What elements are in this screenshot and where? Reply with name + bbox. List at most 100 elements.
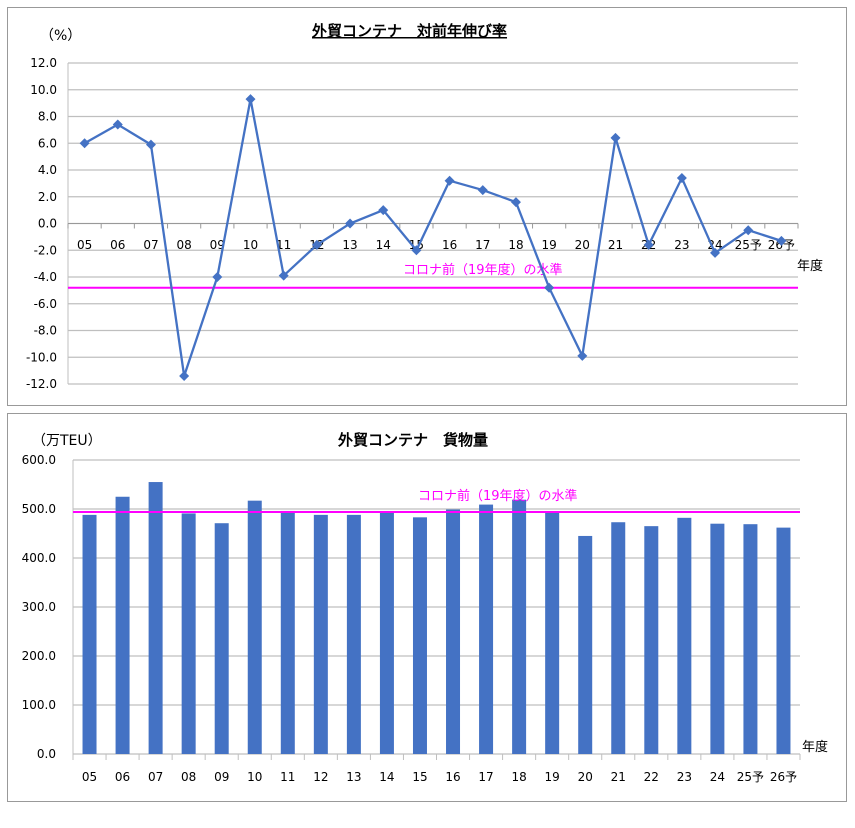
bar-13 <box>346 514 361 754</box>
reference-line-label: コロナ前（19年度）の水準 <box>403 262 563 278</box>
x-tick-label: 23 <box>674 238 689 252</box>
y-tick-label: 300.0 <box>22 600 56 614</box>
x-tick-label: 17 <box>478 770 493 784</box>
y-axis-unit: （%） <box>40 28 81 44</box>
x-tick-label: 14 <box>376 238 391 252</box>
x-tick-label: 19 <box>541 238 556 252</box>
series-line <box>84 98 782 377</box>
bar-21 <box>611 522 626 754</box>
data-point-13 <box>345 218 356 229</box>
y-tick-label: 6.0 <box>38 136 57 150</box>
y-tick-label: -6.0 <box>34 297 57 311</box>
x-tick-label: 18 <box>508 238 523 252</box>
x-tick-label: 18 <box>511 770 526 784</box>
bar-09 <box>214 523 229 754</box>
x-tick-label: 25予 <box>735 238 762 252</box>
y-tick-label: 2.0 <box>38 190 57 204</box>
y-tick-label: -10.0 <box>26 350 57 364</box>
bar-06 <box>115 496 130 754</box>
y-tick-label: 8.0 <box>38 110 57 124</box>
data-point-21 <box>610 132 621 143</box>
y-tick-label: 600.0 <box>22 453 56 467</box>
x-tick-label: 13 <box>342 238 357 252</box>
data-point-07 <box>145 139 156 150</box>
x-tick-label: 16 <box>442 238 457 252</box>
x-tick-label: 05 <box>77 238 92 252</box>
x-tick-label: 13 <box>346 770 361 784</box>
data-point-26予 <box>776 235 787 246</box>
x-tick-label: 17 <box>475 238 490 252</box>
data-point-25予 <box>743 225 754 236</box>
data-point-11 <box>278 270 289 281</box>
bar-08 <box>181 513 196 754</box>
data-point-10 <box>245 94 256 105</box>
y-tick-label: -2.0 <box>34 243 57 257</box>
data-point-09 <box>212 272 223 282</box>
bar-20 <box>578 535 593 754</box>
bar-18 <box>512 499 527 754</box>
bar-11 <box>280 510 295 754</box>
bar-16 <box>446 509 461 754</box>
y-tick-label: -8.0 <box>34 324 57 338</box>
growth-chart-panel <box>7 7 847 406</box>
x-tick-label: 10 <box>247 770 262 784</box>
bar-15 <box>412 517 427 754</box>
x-tick-label: 08 <box>176 238 191 252</box>
y-tick-label: 400.0 <box>22 551 56 565</box>
y-tick-label: -4.0 <box>34 270 57 284</box>
data-point-16 <box>444 175 455 186</box>
data-point-08 <box>179 370 190 381</box>
x-tick-label: 21 <box>611 770 626 784</box>
x-tick-label: 26予 <box>770 770 797 784</box>
data-point-17 <box>477 185 488 196</box>
y-tick-label: 4.0 <box>38 163 57 177</box>
data-point-20 <box>577 350 588 361</box>
data-point-18 <box>510 197 521 208</box>
x-tick-label: 06 <box>110 238 125 252</box>
bar-05 <box>82 514 97 754</box>
x-tick-label: 11 <box>276 238 291 252</box>
y-tick-label: 0.0 <box>37 747 56 761</box>
x-tick-label: 21 <box>608 238 623 252</box>
data-point-15 <box>411 245 422 256</box>
x-tick-label: 16 <box>445 770 460 784</box>
y-tick-label: 0.0 <box>38 217 57 231</box>
data-point-23 <box>676 173 687 184</box>
bar-19 <box>545 511 560 754</box>
y-tick-label: -12.0 <box>26 377 57 391</box>
x-tick-label: 23 <box>677 770 692 784</box>
data-point-06 <box>112 119 123 130</box>
x-tick-label: 20 <box>578 770 593 784</box>
y-axis-unit: （万TEU） <box>32 433 102 449</box>
bar-14 <box>379 511 394 754</box>
bar-12 <box>313 514 328 754</box>
x-tick-label: 24 <box>710 770 725 784</box>
chart-title: 外貿コンテナ 対前年伸び率 <box>311 22 507 40</box>
bar-17 <box>479 504 494 754</box>
reference-line-label: コロナ前（19年度）の水準 <box>418 488 578 504</box>
bar-24 <box>710 523 725 754</box>
bar-25予 <box>743 524 758 754</box>
x-tick-label: 06 <box>115 770 130 784</box>
data-point-24 <box>710 247 721 258</box>
x-axis-label: 年度 <box>797 258 823 274</box>
x-tick-label: 22 <box>644 770 659 784</box>
data-point-14 <box>378 205 389 216</box>
x-tick-label: 10 <box>243 238 258 252</box>
x-tick-label: 07 <box>143 238 158 252</box>
y-tick-label: 500.0 <box>22 502 56 516</box>
x-tick-label: 07 <box>148 770 163 784</box>
bar-26予 <box>776 527 791 754</box>
data-point-19 <box>544 282 555 293</box>
bar-07 <box>148 482 163 754</box>
x-tick-label: 25予 <box>737 770 764 784</box>
x-tick-label: 19 <box>545 770 560 784</box>
bar-23 <box>677 517 692 754</box>
y-tick-label: 12.0 <box>30 56 57 70</box>
y-tick-label: 200.0 <box>22 649 56 663</box>
data-point-12 <box>311 239 322 250</box>
x-tick-label: 15 <box>412 770 427 784</box>
x-tick-label: 14 <box>379 770 394 784</box>
x-tick-label: 09 <box>214 770 229 784</box>
